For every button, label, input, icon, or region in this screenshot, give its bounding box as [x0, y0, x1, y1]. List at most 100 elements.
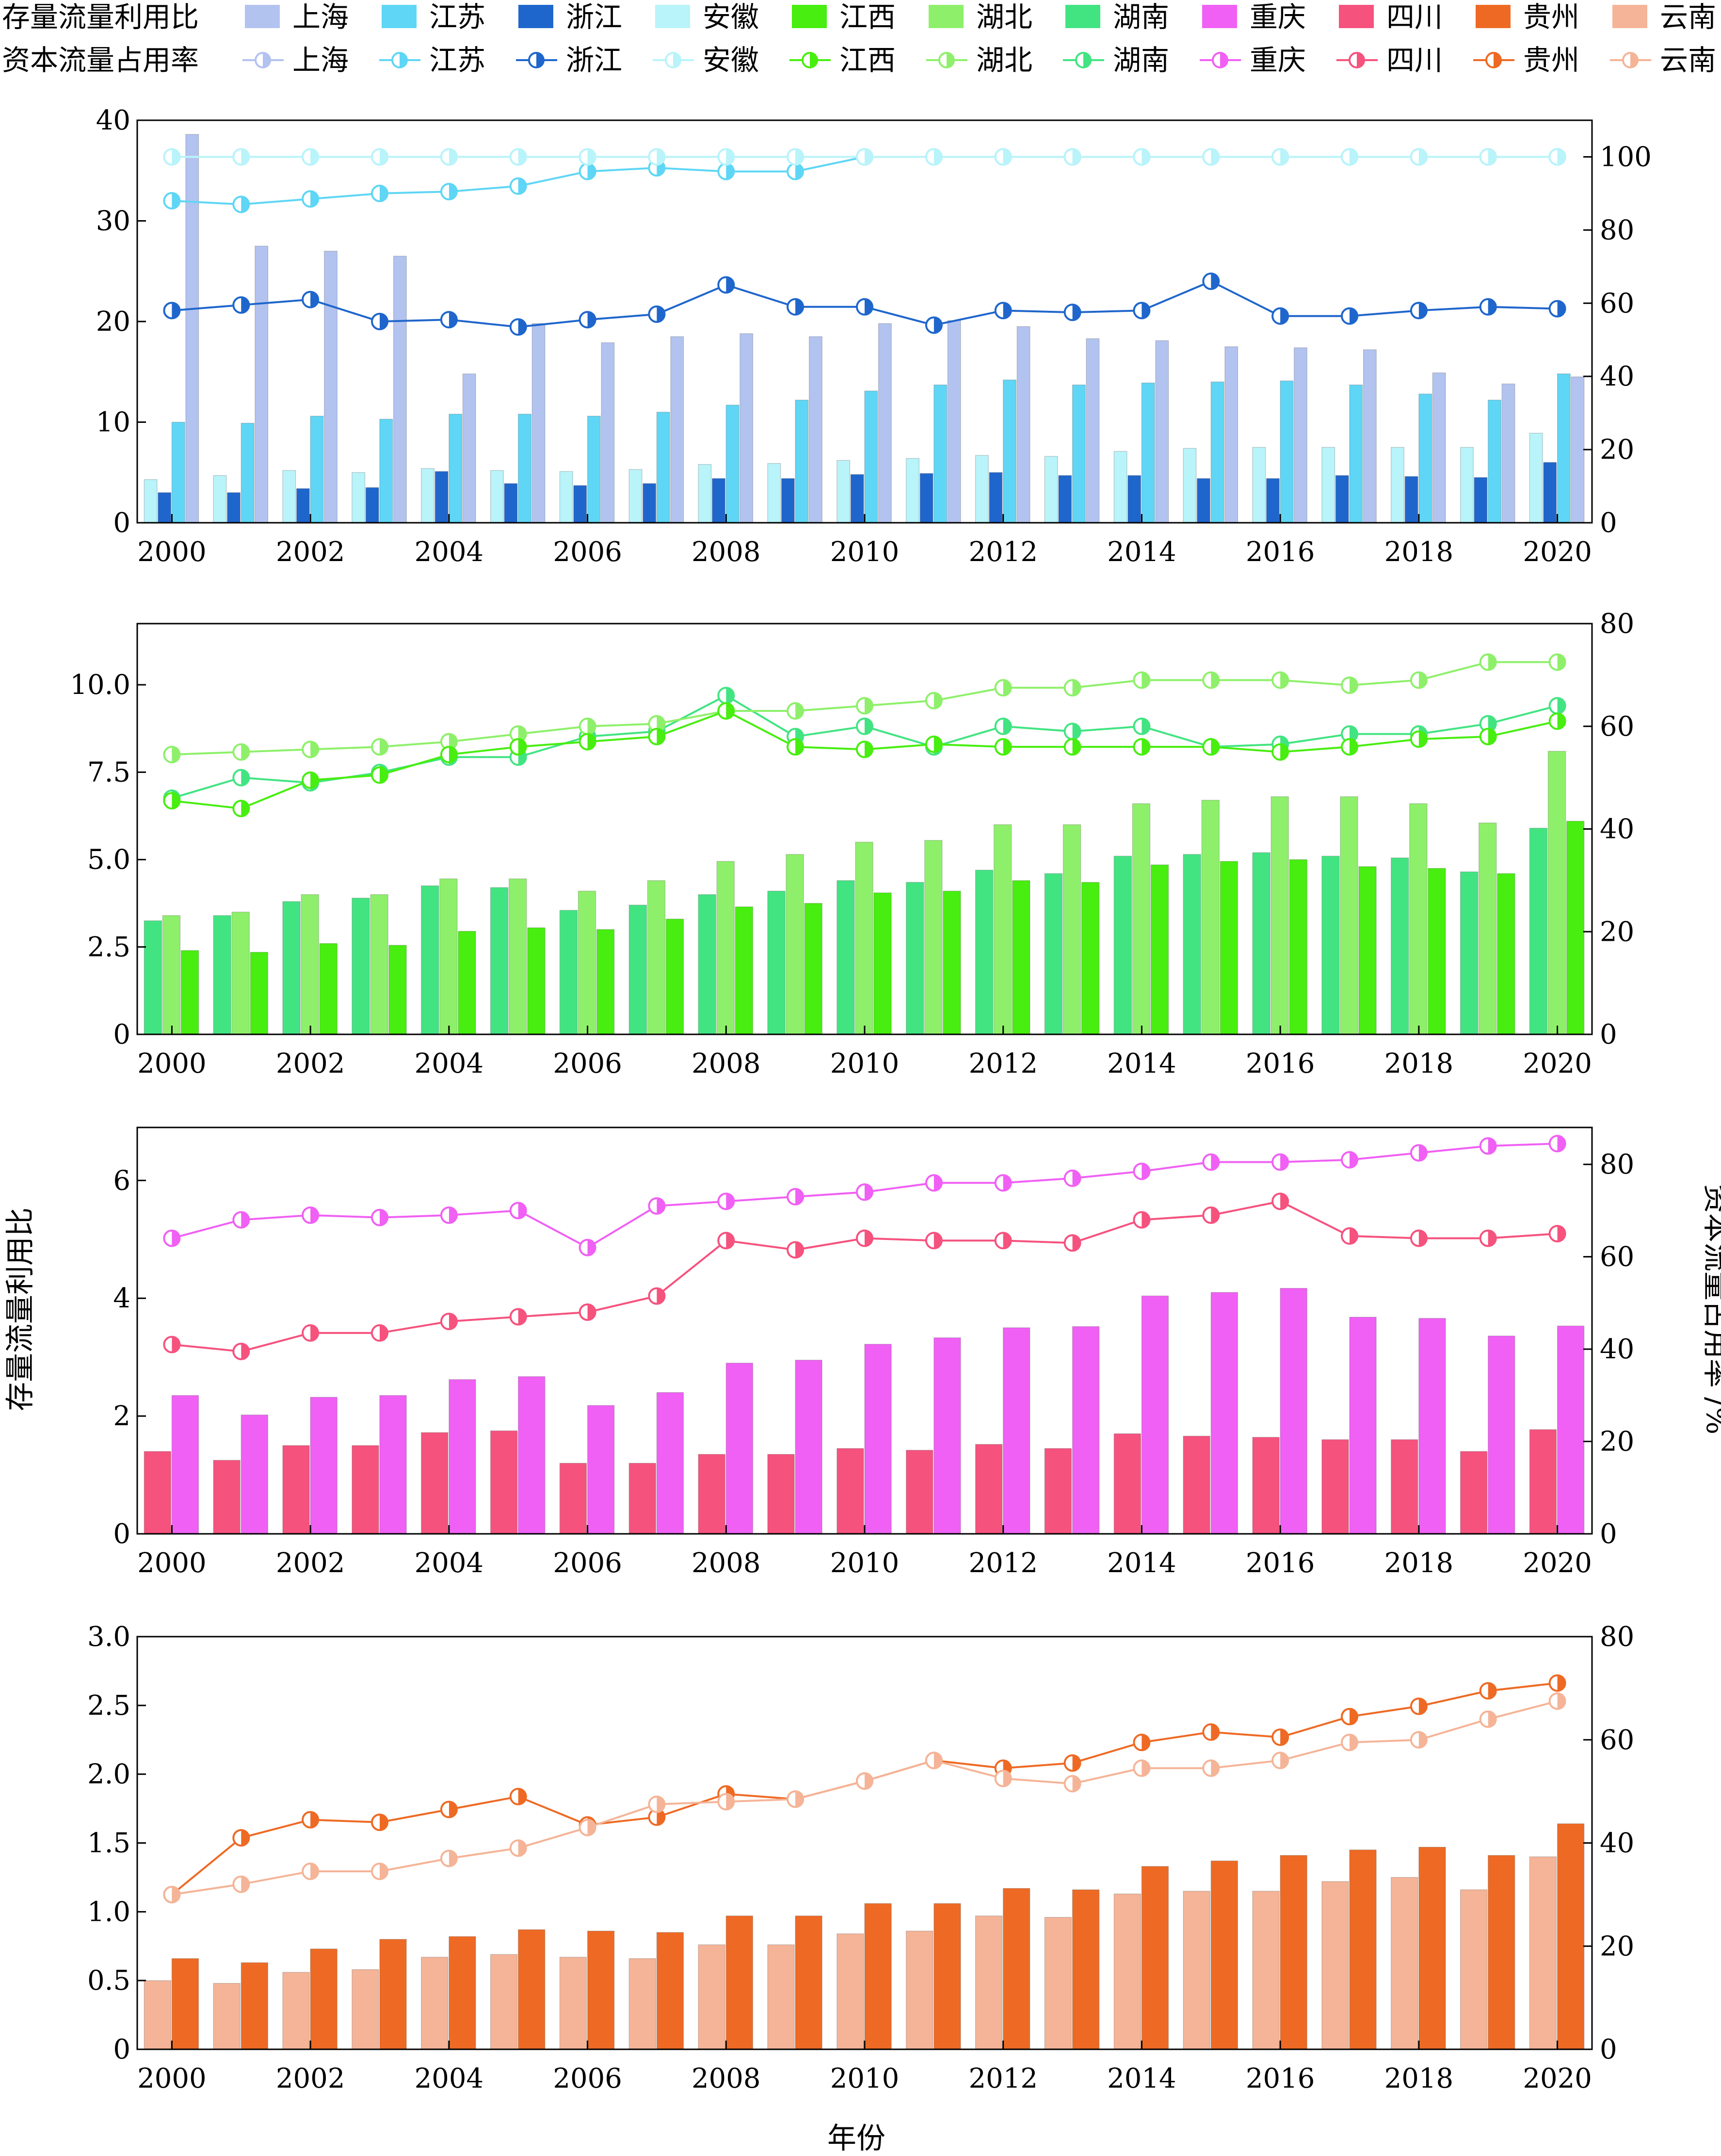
line-series-e59b9be5b79d: [163, 1192, 1566, 1360]
line-point-fill: [1488, 299, 1496, 315]
bar: [1062, 824, 1081, 1035]
bar: [1150, 864, 1169, 1035]
line-point-fill: [657, 306, 665, 322]
line-point-fill: [657, 716, 665, 732]
bar: [282, 901, 301, 1035]
legend-marker-fill: [1357, 53, 1364, 67]
bar: [379, 1395, 407, 1534]
x-tick-label: 2008: [692, 536, 761, 568]
bar: [698, 1454, 725, 1534]
bar: [1141, 1295, 1169, 1534]
line-point-fill: [518, 739, 526, 755]
bar-series-e8b4b5e5b79e: [171, 1823, 1585, 2050]
line-point-fill: [380, 1864, 387, 1879]
bar: [490, 1954, 518, 2050]
y-right-tick-label: 40: [1600, 1828, 1634, 1859]
line-point-fill: [726, 149, 734, 165]
bar: [388, 945, 407, 1035]
bar: [1072, 385, 1086, 523]
bar: [1044, 1448, 1072, 1534]
line-point-fill: [795, 299, 804, 315]
bar: [439, 878, 458, 1035]
line-point-fill: [449, 1207, 457, 1223]
line-point-fill: [518, 149, 526, 165]
line-point-fill: [1280, 1154, 1288, 1170]
x-tick-label: 2010: [830, 2063, 900, 2094]
legend-marker-fill: [1083, 53, 1091, 67]
line-point-fill: [310, 1864, 319, 1879]
x-tick-label: 2018: [1384, 1048, 1454, 1079]
legend-label-line: 安徽: [703, 44, 759, 77]
legend-marker-fill: [1220, 53, 1227, 67]
bar: [1044, 873, 1063, 1035]
bar: [994, 824, 1012, 1035]
line-point-fill: [1072, 739, 1080, 755]
bar: [878, 323, 892, 523]
bar: [587, 1405, 615, 1534]
line-point-fill: [795, 149, 804, 165]
legend-label-bar: 云南: [1660, 0, 1716, 33]
line-point-fill: [1418, 1145, 1427, 1161]
line-point-fill: [795, 1242, 804, 1258]
line-point-fill: [310, 191, 319, 207]
line-point-fill: [865, 149, 872, 165]
line-series-e9878de5ba86: [163, 1135, 1566, 1256]
x-tick-label: 2004: [415, 2063, 484, 2094]
legend-marker-fill: [1494, 53, 1501, 67]
line-point-fill: [865, 741, 872, 757]
y-left-tick-label: 4: [113, 1283, 130, 1314]
line-point-fill: [657, 1809, 665, 1825]
bar: [933, 385, 948, 523]
bar: [850, 474, 864, 523]
line-point-fill: [1211, 1760, 1219, 1776]
legend-label-line: 重庆: [1250, 44, 1306, 77]
bar: [509, 878, 527, 1035]
bar: [1220, 861, 1238, 1035]
line-point-fill: [310, 291, 319, 307]
line-point-fill: [449, 1850, 457, 1866]
line-point-fill: [1350, 1735, 1357, 1751]
bar: [393, 256, 407, 523]
y-right-tick-label: 20: [1600, 1426, 1634, 1458]
bar: [809, 336, 822, 523]
bar: [1479, 822, 1497, 1035]
x-tick-label: 2016: [1246, 1048, 1315, 1079]
line-point-fill: [172, 1230, 180, 1246]
x-tick-label: 2006: [553, 1547, 622, 1579]
bar: [656, 412, 670, 523]
line-point-fill: [1557, 1675, 1565, 1691]
line-point-fill: [380, 314, 387, 329]
bar: [144, 920, 162, 1035]
bar: [559, 1957, 587, 2050]
bar: [1460, 871, 1479, 1035]
bar-series-e59b9be5b79d: [144, 1429, 1557, 1534]
bar: [531, 323, 546, 523]
line-point-fill: [587, 312, 595, 328]
bar: [379, 418, 393, 523]
y-left-tick-label: 0.5: [87, 1965, 130, 1996]
x-tick-label: 2018: [1384, 536, 1454, 568]
bar: [1183, 854, 1201, 1035]
line-point-fill: [1211, 274, 1219, 289]
line-point-fill: [657, 1796, 665, 1812]
bar: [1280, 1288, 1307, 1534]
line-point-fill: [1072, 724, 1080, 740]
bar: [1113, 1893, 1142, 2050]
bar: [1252, 852, 1271, 1035]
line-point-fill: [172, 303, 180, 319]
legend-swatch-bar: [1202, 5, 1237, 28]
bar-series-e6b996e58d97: [144, 828, 1548, 1035]
line-point-fill: [1280, 1193, 1288, 1209]
bar: [449, 414, 463, 523]
bar: [158, 492, 172, 523]
line-point-fill: [1072, 1755, 1080, 1771]
line-point-fill: [241, 801, 249, 817]
bar: [836, 460, 851, 523]
x-tick-label: 2020: [1523, 536, 1592, 568]
y-right-tick-label: 20: [1600, 1931, 1634, 1962]
line-point-fill: [657, 1288, 665, 1304]
y-right-tick-label: 80: [1600, 1621, 1634, 1653]
bar: [1501, 383, 1515, 523]
y-right-tick-label: 40: [1600, 361, 1634, 392]
line-point-fill: [1418, 303, 1427, 319]
